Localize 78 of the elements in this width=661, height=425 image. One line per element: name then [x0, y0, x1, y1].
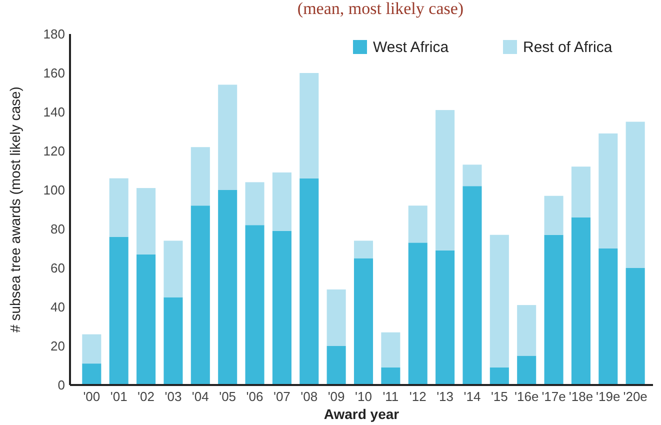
bar [381, 367, 400, 385]
bar [462, 186, 482, 385]
x-tick-label: '11 [382, 389, 399, 404]
bar [517, 356, 536, 385]
x-tick-label: '15 [490, 389, 508, 404]
bar [462, 164, 482, 186]
bar [490, 234, 509, 368]
bar [82, 364, 102, 385]
bar [408, 206, 428, 243]
bar [571, 217, 590, 385]
x-tick-label: '20e [623, 389, 648, 404]
y-tick-label: 160 [43, 66, 65, 81]
y-tick-label: 80 [50, 222, 65, 237]
bar [408, 242, 428, 385]
bar [571, 166, 590, 218]
legend-label: Rest of Africa [523, 39, 613, 56]
bar [109, 178, 128, 237]
bar [490, 367, 509, 385]
x-tick-label: '16e [514, 389, 539, 404]
bar [190, 206, 210, 385]
x-tick-label: '18e [568, 389, 594, 404]
y-axis-title: # subsea tree awards (most likely case) [7, 86, 23, 332]
legend-label: West Africa [373, 39, 450, 56]
x-tick-label: '12 [409, 389, 426, 404]
bar [272, 230, 292, 385]
x-tick-label: '08 [300, 389, 318, 404]
bar [136, 188, 156, 254]
bar [218, 84, 238, 190]
bar [245, 225, 264, 385]
x-tick-label: '00 [83, 389, 100, 404]
x-tick-label: '17e [542, 389, 566, 404]
y-tick-label: 100 [43, 182, 65, 198]
bar [300, 73, 319, 178]
bar [136, 254, 156, 385]
y-tick-label: 20 [50, 338, 65, 354]
bar [164, 240, 183, 298]
x-tick-label: '09 [328, 389, 345, 404]
bar [245, 182, 264, 226]
chart-subtitle: (mean, most likely case) [297, 0, 464, 18]
bar [598, 133, 618, 248]
bar [164, 297, 183, 385]
bar [300, 178, 319, 385]
y-tick-label: 180 [43, 26, 65, 42]
bar [109, 236, 128, 385]
x-tick-label: '04 [192, 389, 209, 404]
x-tick-label: '07 [273, 389, 290, 404]
bar [436, 110, 455, 250]
bar [598, 248, 618, 385]
bar [544, 234, 564, 385]
x-tick-label: '13 [436, 389, 454, 404]
bar [82, 334, 102, 364]
x-tick-label: '05 [219, 389, 236, 404]
bar [626, 268, 645, 385]
bar [544, 196, 564, 235]
bar [190, 147, 210, 206]
y-tick-label: 0 [58, 378, 65, 393]
bar [326, 346, 346, 385]
x-tick-label: '19e [596, 389, 620, 404]
bar [436, 250, 455, 385]
x-tick-label: '01 [110, 389, 128, 404]
x-tick-label: '02 [138, 389, 155, 404]
y-tick-label: 40 [50, 300, 65, 315]
bar [354, 240, 374, 258]
bar [326, 289, 346, 346]
y-tick-label: 140 [43, 104, 65, 120]
bar [272, 172, 292, 231]
bar [626, 122, 645, 268]
bar [218, 190, 238, 385]
y-tick-label: 120 [43, 144, 65, 159]
x-tick-label: '06 [246, 389, 264, 404]
x-tick-label: '03 [164, 389, 182, 404]
bar [517, 305, 536, 356]
x-tick-label: '14 [464, 389, 481, 404]
bar [381, 332, 400, 368]
y-tick-label: 60 [50, 260, 65, 276]
x-axis-title: Award year [324, 406, 400, 422]
x-tick-label: '10 [355, 389, 372, 404]
bar [354, 258, 374, 385]
